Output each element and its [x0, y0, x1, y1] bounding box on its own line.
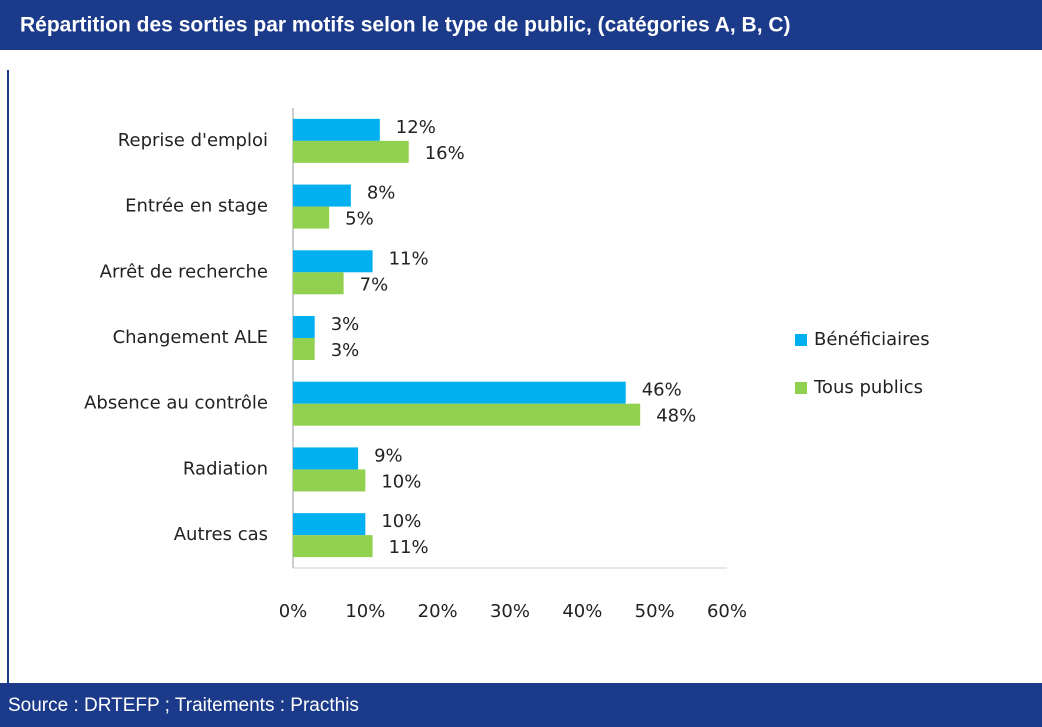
y-tick-label: Radiation [183, 458, 268, 479]
value-label: 16% [425, 143, 465, 164]
x-tick-label: 10% [345, 601, 385, 622]
footer-band [0, 683, 1042, 727]
value-label: 12% [396, 117, 436, 138]
value-label: 10% [381, 511, 421, 532]
value-label: 11% [389, 537, 429, 558]
bar [293, 513, 366, 536]
x-tick-label: 60% [707, 601, 747, 622]
legend-label: Tous publics [813, 377, 923, 398]
y-tick-label: Entrée en stage [125, 196, 268, 217]
legend-label: Bénéficiaires [814, 329, 930, 350]
value-label: 7% [360, 274, 389, 295]
y-tick-label: Reprise d'emploi [118, 130, 268, 151]
header-band [0, 0, 1042, 50]
value-label: 46% [642, 380, 682, 401]
value-label: 11% [389, 248, 429, 269]
x-tick-label: 30% [490, 601, 530, 622]
chart-title: Répartition des sorties par motifs selon… [20, 14, 791, 37]
x-tick-label: 50% [635, 601, 675, 622]
source: Source : DRTEFP ; Traitements : Practhis [8, 695, 359, 716]
bar [293, 250, 373, 273]
bar [293, 381, 626, 404]
bar [293, 338, 315, 360]
legend-swatch [795, 382, 807, 394]
bar [293, 469, 366, 492]
y-tick-label: Arrêt de recherche [100, 261, 268, 282]
x-tick-label: 40% [562, 601, 602, 622]
y-tick-label: Absence au contrôle [84, 393, 268, 414]
bar [293, 118, 380, 141]
x-tick-label: 0% [279, 601, 308, 622]
bar [293, 272, 344, 295]
value-label: 8% [367, 183, 396, 204]
y-tick-label: Changement ALE [113, 327, 268, 348]
bar [293, 206, 330, 229]
value-label: 9% [374, 445, 403, 466]
bar [293, 140, 409, 163]
x-tick-label: 20% [418, 601, 458, 622]
bar [293, 447, 359, 470]
bar [293, 316, 315, 338]
bar [293, 535, 373, 558]
value-label: 3% [331, 314, 360, 335]
value-label: 10% [381, 471, 421, 492]
value-label: 3% [331, 340, 360, 361]
bar [293, 403, 641, 426]
bar [293, 184, 351, 207]
value-label: 48% [656, 406, 696, 427]
y-tick-label: Autres cas [174, 524, 268, 545]
value-label: 5% [345, 209, 374, 230]
legend-swatch [795, 334, 807, 346]
